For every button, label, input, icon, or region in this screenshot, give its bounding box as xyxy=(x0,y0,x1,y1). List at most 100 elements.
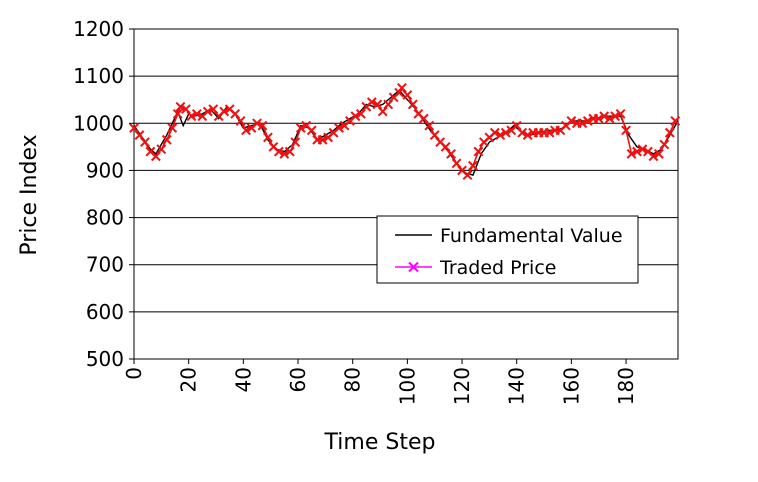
data-point-traded-price xyxy=(175,101,186,112)
data-point-traded-price xyxy=(334,123,344,133)
y-tick-label: 1100 xyxy=(73,64,124,88)
data-point-traded-price xyxy=(610,111,621,122)
data-point-traded-price xyxy=(566,116,577,126)
data-point-traded-price xyxy=(172,108,183,119)
legend-box xyxy=(376,215,639,284)
data-point-traded-price xyxy=(664,127,675,138)
y-tick-label: 500 xyxy=(86,347,124,371)
data-point-traded-price xyxy=(495,130,506,140)
data-point-traded-price xyxy=(202,106,213,117)
data-point-traded-price xyxy=(615,108,626,119)
data-point-traded-price xyxy=(156,144,167,155)
data-point-traded-price xyxy=(402,90,413,100)
data-point-traded-price xyxy=(191,108,202,119)
data-point-traded-price xyxy=(593,113,604,124)
y-axis-title: Price Index xyxy=(17,134,42,255)
x-tick-label: 40 xyxy=(231,367,255,392)
data-point-traded-price xyxy=(383,99,394,110)
data-point-traded-price xyxy=(161,134,172,145)
x-tick-label: 140 xyxy=(505,367,529,405)
data-point-traded-price xyxy=(273,146,284,157)
y-tick-label: 1000 xyxy=(73,111,124,135)
data-point-traded-price xyxy=(407,99,418,110)
data-point-traded-price xyxy=(511,120,522,131)
data-point-traded-price xyxy=(394,87,405,98)
data-point-traded-price xyxy=(621,125,631,136)
data-point-traded-price xyxy=(377,106,388,117)
data-point-traded-price xyxy=(350,111,361,122)
legend-label-traded-price: Traded Price xyxy=(439,257,556,279)
data-point-traded-price xyxy=(306,125,317,136)
data-point-traded-price xyxy=(544,127,555,138)
series-line-traded-price xyxy=(133,86,677,177)
data-point-traded-price xyxy=(637,144,648,155)
y-tick-label: 600 xyxy=(86,300,124,324)
data-point-traded-price xyxy=(670,116,681,126)
x-tick-label: 20 xyxy=(177,367,201,392)
legend: Fundamental Value Traded Price xyxy=(376,215,639,284)
data-point-traded-price xyxy=(366,97,377,107)
legend-marker-traded-price xyxy=(408,261,419,273)
data-point-traded-price xyxy=(150,151,161,162)
data-point-traded-price xyxy=(235,116,246,126)
data-point-traded-price xyxy=(290,137,301,148)
data-point-traded-price xyxy=(626,149,637,159)
data-point-traded-price xyxy=(355,108,366,119)
data-point-traded-price xyxy=(599,111,610,122)
data-point-traded-price xyxy=(317,134,328,145)
x-tick-label: 60 xyxy=(286,367,310,392)
data-point-traded-price xyxy=(252,118,262,129)
data-point-traded-price xyxy=(208,104,219,115)
data-point-traded-price xyxy=(446,149,457,159)
data-point-traded-price xyxy=(462,170,473,181)
y-tick-label: 800 xyxy=(86,206,124,230)
data-point-traded-price xyxy=(424,120,435,131)
data-point-traded-price xyxy=(577,118,588,129)
data-point-traded-price xyxy=(473,146,484,157)
x-axis-ticks: 0 20 40 60 80 100 120 140 160 180 xyxy=(122,359,638,405)
data-point-traded-price xyxy=(257,120,268,131)
data-point-traded-price xyxy=(241,125,251,136)
data-point-traded-price xyxy=(167,123,178,133)
data-point-traded-price xyxy=(219,106,230,117)
x-tick-label: 180 xyxy=(614,367,638,405)
data-point-traded-price xyxy=(648,151,659,162)
data-point-traded-price xyxy=(396,83,407,93)
legend-label-fundamental-value: Fundamental Value xyxy=(440,225,623,247)
x-axis-title: Time Step xyxy=(324,430,436,455)
data-point-traded-price xyxy=(372,99,383,110)
data-point-traded-price xyxy=(659,139,670,150)
x-tick-label: 160 xyxy=(559,367,583,405)
data-point-traded-price xyxy=(140,137,150,148)
y-tick-label: 900 xyxy=(86,158,124,182)
data-point-traded-price xyxy=(284,146,295,157)
x-tick-label: 100 xyxy=(395,367,419,405)
data-point-traded-price xyxy=(429,130,440,140)
data-point-traded-price xyxy=(632,146,642,157)
y-axis-ticks: 500 600 700 800 900 1000 1100 1200 xyxy=(73,17,134,371)
plot-area-frame xyxy=(133,28,679,360)
data-point-traded-price xyxy=(263,132,273,143)
data-point-traded-price xyxy=(186,111,197,122)
traded-price-markers xyxy=(129,83,681,181)
data-point-traded-price xyxy=(295,123,306,133)
data-point-traded-price xyxy=(451,158,462,169)
x-tick-label: 80 xyxy=(341,367,365,392)
data-point-traded-price xyxy=(418,113,429,124)
data-point-traded-price xyxy=(230,108,241,119)
data-point-traded-price xyxy=(468,160,478,171)
data-point-traded-price xyxy=(522,130,533,140)
data-point-traded-price xyxy=(134,130,145,140)
x-tick-label: 120 xyxy=(450,367,474,405)
data-point-traded-price xyxy=(129,123,139,133)
data-point-traded-price xyxy=(279,149,290,159)
data-point-traded-price xyxy=(181,104,191,115)
data-point-traded-price xyxy=(489,127,500,138)
x-tick-label: 0 xyxy=(122,367,146,380)
data-point-traded-price xyxy=(517,127,528,138)
data-point-traded-price xyxy=(500,127,511,138)
y-tick-label: 1200 xyxy=(73,17,124,41)
series-lines xyxy=(133,86,679,177)
data-point-traded-price xyxy=(440,141,451,152)
